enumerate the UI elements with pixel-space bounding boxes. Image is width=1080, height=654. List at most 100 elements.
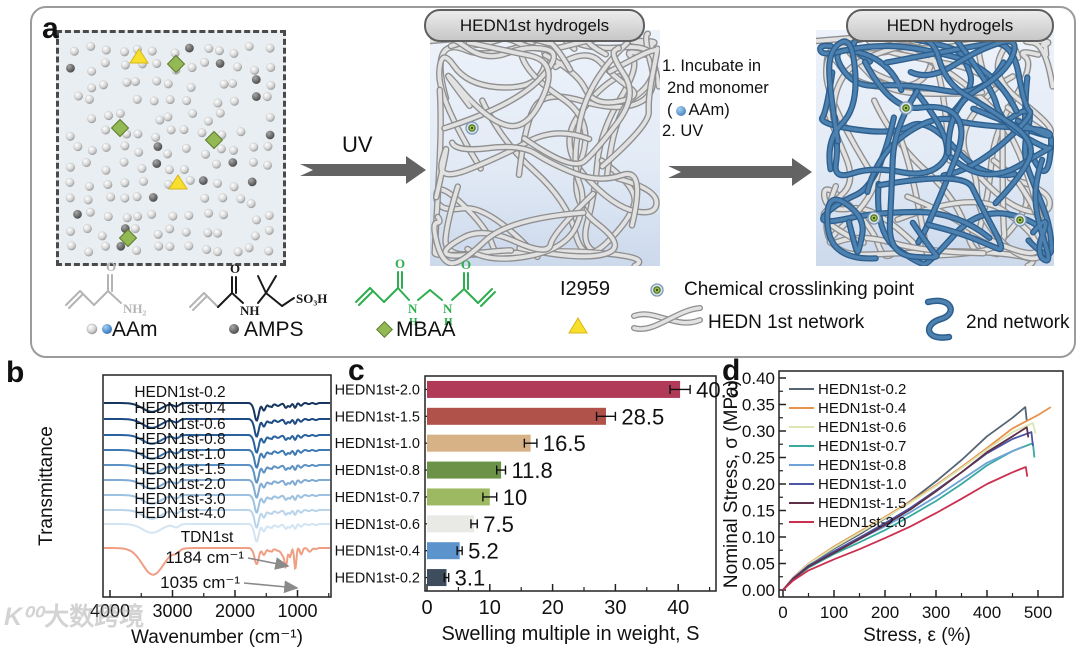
bar-category-label: HEDN1st-0.4 xyxy=(335,544,420,560)
spectrum-label: HEDN1st-0.6 xyxy=(134,416,225,433)
spectrum-label: HEDN1st-4.0 xyxy=(134,505,226,522)
svg-text:0.10: 0.10 xyxy=(742,528,775,547)
svg-text:1184 cm⁻¹: 1184 cm⁻¹ xyxy=(165,548,244,567)
step-line-1: 1. Incubate in xyxy=(662,57,762,75)
svg-text:0.25: 0.25 xyxy=(742,449,775,468)
curve-HEDN1st-0.8 xyxy=(782,446,1024,591)
bar-HEDN1st-0.8 xyxy=(427,461,502,479)
spectrum-HEDN1st-0.4 xyxy=(104,417,330,438)
svg-text:0.30: 0.30 xyxy=(742,422,775,441)
spectrum-label: HEDN1st-0.8 xyxy=(134,431,225,448)
hedn-hydrogels-pill: HEDN hydrogels xyxy=(846,9,1054,42)
bar-value-label: 5.2 xyxy=(468,539,499,564)
svg-text:2000: 2000 xyxy=(215,601,255,621)
bar-category-label: HEDN1st-0.2 xyxy=(335,571,420,587)
uv-step-label: UV xyxy=(342,132,373,157)
spectrum-label: HEDN1st-0.4 xyxy=(134,400,226,417)
svg-text:0.40: 0.40 xyxy=(742,369,775,388)
second-polymerization-steps: 1. Incubate in 2nd monomer (AAm) 2. UV xyxy=(662,56,820,143)
spectrum-HEDN1st-0.2 xyxy=(104,401,330,422)
legend-label: HEDN1st-0.7 xyxy=(818,438,906,455)
svg-text:Stress, ε (%): Stress, ε (%) xyxy=(863,625,971,646)
spectrum-HEDN1st-1.0 xyxy=(104,463,330,484)
bar-value-label: 3.1 xyxy=(455,566,486,591)
curve-HEDN1st-2.0 xyxy=(782,466,1029,591)
bar-HEDN1st-0.6 xyxy=(427,515,475,533)
svg-text:1035 cm⁻¹: 1035 cm⁻¹ xyxy=(160,573,240,592)
aam-monomer-dot-icon xyxy=(675,105,686,116)
bar-HEDN1st-0.4 xyxy=(427,542,460,560)
hedn1st-network-image xyxy=(430,30,660,266)
svg-text:0.20: 0.20 xyxy=(742,475,775,494)
curve-HEDN1st-0.4 xyxy=(782,406,1052,591)
spectrum-HEDN1st-3.0 xyxy=(104,508,330,529)
svg-text:0.00: 0.00 xyxy=(742,581,775,600)
svg-text:500: 500 xyxy=(1024,603,1052,622)
bar-value-label: 10 xyxy=(503,485,527,510)
spectrum-HEDN1st-2.0 xyxy=(104,493,330,514)
bar-category-label: HEDN1st-1.5 xyxy=(335,409,420,425)
panel-d-chart: 0 100 200 300 400 500 0.00 0.05 0.10 0.15 0.20 0.25… xyxy=(721,369,1064,646)
watermark-text: 大数跨境 xyxy=(44,603,145,631)
network1-legend-label: HEDN 1st network xyxy=(708,312,865,333)
svg-text:0.15: 0.15 xyxy=(742,502,775,521)
spectrum-HEDN1st-4.0 xyxy=(104,522,330,543)
network2-legend-label: 2nd network xyxy=(966,312,1070,333)
svg-text:20: 20 xyxy=(541,597,563,619)
spectrum-label: HEDN1st-2.0 xyxy=(134,476,226,493)
panel-b-label: b xyxy=(6,356,25,389)
panel-b-curves xyxy=(104,401,330,576)
spectrum-label: HEDN1st-0.2 xyxy=(134,384,225,401)
svg-text:0.35: 0.35 xyxy=(742,396,775,415)
svg-text:100: 100 xyxy=(820,603,848,622)
monomer-mixture-box xyxy=(56,30,286,266)
spectrum-label: HEDN1st-1.0 xyxy=(134,446,226,463)
panel-a-label: a xyxy=(42,12,59,45)
bar-HEDN1st-2.0 xyxy=(427,380,681,398)
svg-text:Wavenumber (cm⁻¹): Wavenumber (cm⁻¹) xyxy=(131,627,303,648)
aam-label: AAm xyxy=(112,318,158,341)
svg-text:200: 200 xyxy=(871,603,899,622)
hedn-network-image xyxy=(816,30,1054,266)
panel-d-label: d xyxy=(722,354,741,387)
legend-label: HEDN1st-0.4 xyxy=(818,400,906,417)
spectrum-HEDN1st-1.5 xyxy=(104,478,330,499)
svg-text:Nominal Stress, σ (MPa): Nominal Stress, σ (MPa) xyxy=(721,380,742,588)
legend-label: HEDN1st-2.0 xyxy=(818,514,906,531)
legend-label: HEDN1st-0.6 xyxy=(818,419,906,436)
step-line-3: (AAm) xyxy=(667,100,730,119)
panel-a-border xyxy=(30,6,1076,358)
legend-label: HEDN1st-1.0 xyxy=(818,476,906,493)
svg-text:10: 10 xyxy=(479,597,501,619)
curve-HEDN1st-1.5 xyxy=(782,426,1030,591)
svg-text:0: 0 xyxy=(778,603,787,622)
spectrum-label: TDN1st xyxy=(181,529,234,546)
bar-value-label: 28.5 xyxy=(621,404,664,429)
svg-text:3000: 3000 xyxy=(152,601,192,621)
watermark-logo: K⁰⁰ xyxy=(4,603,43,631)
spectrum-TDN1st xyxy=(104,546,330,576)
svg-text:40: 40 xyxy=(667,597,689,619)
step-line-4: 2. UV xyxy=(662,122,704,141)
spectrum-label: HEDN1st-1.5 xyxy=(134,461,225,478)
bar-HEDN1st-0.2 xyxy=(427,569,447,587)
spectrum-HEDN1st-0.8 xyxy=(104,448,330,469)
legend-label: HEDN1st-0.8 xyxy=(818,457,906,474)
svg-text:Transmittance: Transmittance xyxy=(36,426,57,546)
svg-text:Swelling multiple in weight, S: Swelling multiple in weight, S xyxy=(442,623,700,645)
legend-label: HEDN1st-0.2 xyxy=(818,381,906,398)
spectrum-label: HEDN1st-3.0 xyxy=(134,491,226,508)
step-line-2: 2nd monomer xyxy=(667,78,769,97)
bar-HEDN1st-0.7 xyxy=(427,488,490,506)
bar-category-label: HEDN1st-0.6 xyxy=(335,517,420,533)
i2959-label: I2959 xyxy=(560,278,611,300)
svg-text:300: 300 xyxy=(922,603,950,622)
crosslink-legend-label: Chemical crosslinking point xyxy=(684,279,915,300)
curve-HEDN1st-1.0 xyxy=(782,431,1034,591)
curve-HEDN1st-0.6 xyxy=(782,422,1037,591)
bar-HEDN1st-1.0 xyxy=(427,434,531,452)
svg-text:0: 0 xyxy=(421,597,432,619)
bar-value-label: 11.8 xyxy=(512,458,553,483)
